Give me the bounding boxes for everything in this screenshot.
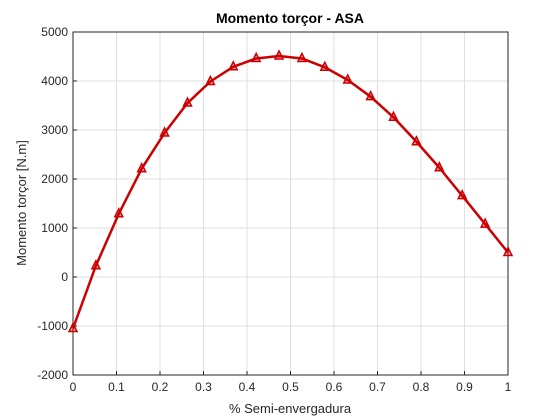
x-axis-label: % Semi-envergadura [229,401,352,416]
data-point-marker [113,207,125,218]
data-point-marker [159,126,170,137]
y-tick-label: 5000 [41,25,68,39]
data-point-marker [228,60,239,71]
x-tick-label: 0.1 [108,380,125,394]
axis-ticks: 0 0.1 0.2 0.3 0.4 0.5 0.6 0.7 0.8 0.9 1 -2000 -1000 0… [37,25,511,394]
x-tick-label: 0.3 [195,380,212,394]
x-tick-label: 0.7 [369,380,386,394]
x-tick-label: 0.9 [456,380,473,394]
data-point-marker [456,188,468,200]
y-tick-label: 3000 [41,123,68,137]
y-axis-label: Momento torçor [N.m] [14,140,29,266]
data-point-marker [365,90,376,101]
x-tick-label: 1 [505,380,512,394]
x-tick-label: 0.2 [152,380,169,394]
x-tick-label: 0.4 [239,380,256,394]
x-tick-label: 0.6 [326,380,343,394]
data-point-marker [388,110,399,122]
data-point-marker [319,60,331,72]
data-point-marker [411,135,422,146]
series-layer [67,49,514,333]
data-point-marker [479,217,491,228]
y-tick-label: -2000 [37,368,68,382]
x-tick-label: 0.5 [282,380,299,394]
data-point-marker [182,96,193,107]
y-tick-label: 0 [61,270,68,284]
data-point-marker [502,245,514,257]
y-tick-label: 1000 [41,221,68,235]
data-point-marker [205,74,216,86]
data-point-marker [250,51,262,63]
series-line [71,54,509,329]
data-point-marker [67,321,79,333]
chart-title: Momento torçor - ASA [216,10,364,26]
data-point-marker [296,51,308,63]
data-point-marker [273,49,285,60]
x-tick-label: 0.8 [413,380,430,394]
y-tick-label: 2000 [41,172,68,186]
x-tick-label: 0 [70,380,77,394]
data-point-marker [342,73,353,84]
y-tick-label: -1000 [37,319,68,333]
data-point-marker [136,162,147,173]
data-point-marker [434,161,445,172]
y-tick-label: 4000 [41,74,68,88]
data-point-marker [90,259,102,270]
